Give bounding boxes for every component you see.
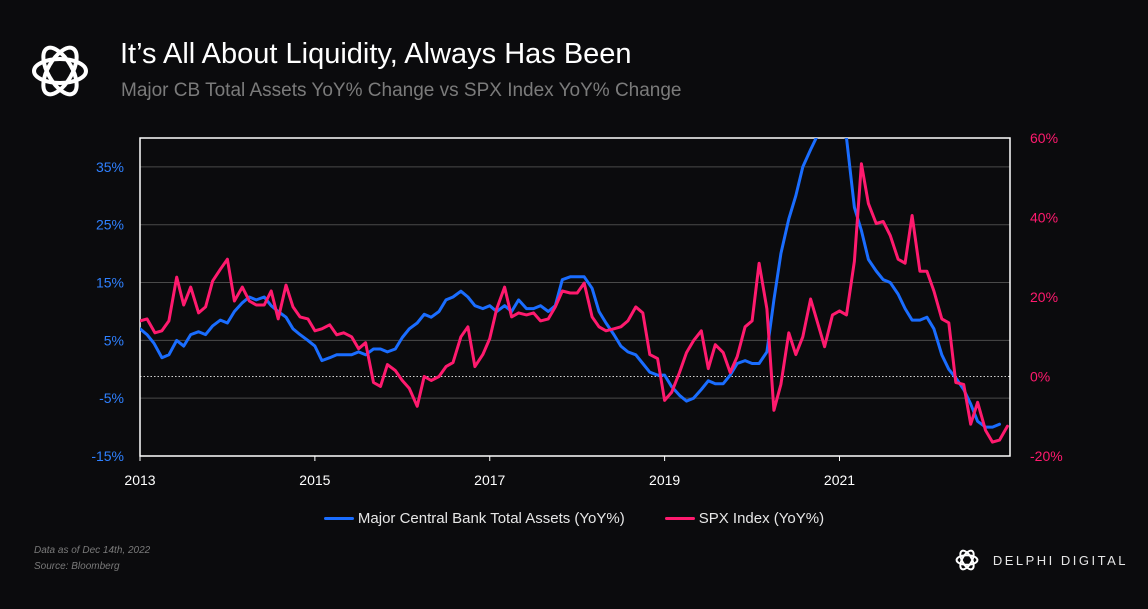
knot-flower-icon bbox=[955, 549, 979, 571]
legend-item-spx: SPX Index (YoY%) bbox=[664, 510, 825, 527]
x-tick-label: 2017 bbox=[474, 472, 505, 488]
y-left-tick-label: 5% bbox=[104, 332, 124, 348]
x-tick-label: 2015 bbox=[299, 472, 330, 488]
y-right-tick-label: 20% bbox=[1030, 289, 1058, 305]
x-tick-label: 2021 bbox=[824, 472, 855, 488]
y-left-tick-label: 15% bbox=[96, 275, 124, 291]
y-left-tick-label: -15% bbox=[91, 448, 124, 464]
x-tick-label: 2019 bbox=[649, 472, 680, 488]
y-right-tick-label: 0% bbox=[1030, 369, 1050, 385]
legend-label-central-bank: Major Central Bank Total Assets (YoY%) bbox=[357, 510, 625, 527]
y-right-tick-label: 60% bbox=[1030, 130, 1058, 146]
plot-frame bbox=[139, 137, 1011, 457]
series-line-spx bbox=[140, 162, 1009, 444]
chart-subtitle: Major CB Total Assets YoY% Change vs SPX… bbox=[121, 80, 682, 101]
chart-title: It’s All About Liquidity, Always Has Bee… bbox=[120, 38, 632, 70]
source-note: Source: Bloomberg bbox=[34, 561, 120, 572]
x-tick-label: 2013 bbox=[124, 472, 155, 488]
y-left-tick-label: 25% bbox=[96, 217, 124, 233]
legend-item-central-bank: Major Central Bank Total Assets (YoY%) bbox=[323, 510, 625, 527]
series-line-central-bank bbox=[140, 138, 1001, 429]
legend: Major Central Bank Total Assets (YoY%) S… bbox=[0, 510, 1148, 527]
data-date-note: Data as of Dec 14th, 2022 bbox=[34, 545, 151, 556]
brand-mark: DELPHI DIGITAL bbox=[951, 545, 1128, 575]
legend-swatch-spx bbox=[664, 517, 695, 520]
y-right-tick-label: -20% bbox=[1030, 448, 1063, 464]
y-right-tick-label: 40% bbox=[1030, 210, 1058, 226]
legend-swatch-central-bank bbox=[323, 517, 354, 520]
y-left-tick-label: -5% bbox=[99, 390, 124, 406]
brand-name: DELPHI DIGITAL bbox=[992, 552, 1128, 568]
y-left-tick-label: 35% bbox=[96, 159, 124, 175]
knot-flower-icon bbox=[32, 45, 88, 97]
legend-label-spx: SPX Index (YoY%) bbox=[698, 510, 825, 527]
